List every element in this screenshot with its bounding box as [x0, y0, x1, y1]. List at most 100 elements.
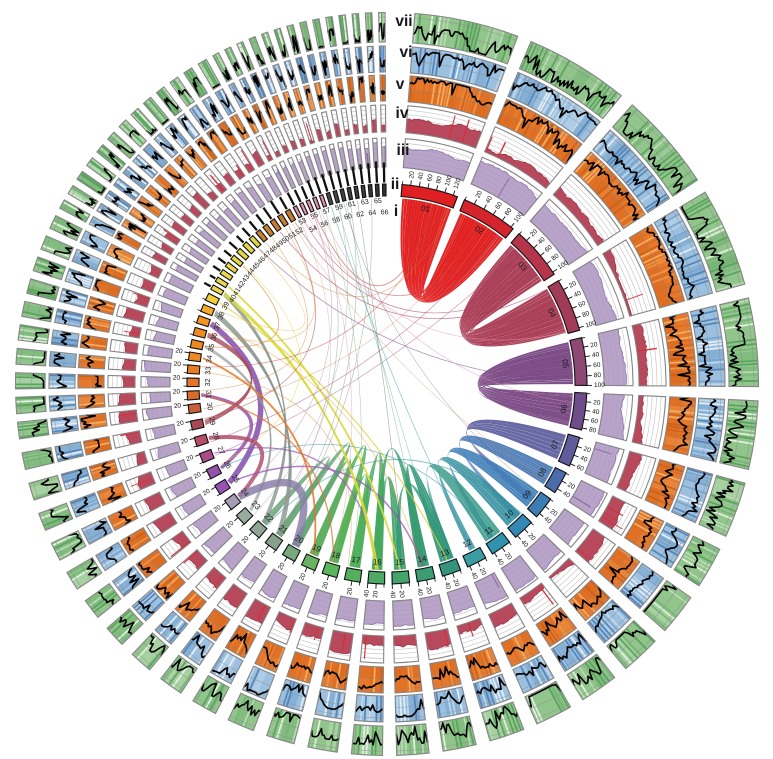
svg-text:20: 20 [193, 471, 203, 481]
svg-text:40: 40 [485, 195, 495, 205]
svg-text:20: 20 [213, 504, 223, 514]
svg-text:40: 40 [469, 571, 478, 581]
svg-text:35: 35 [206, 343, 216, 353]
svg-text:61: 61 [347, 201, 356, 209]
svg-text:66: 66 [381, 209, 389, 216]
svg-text:19: 19 [311, 542, 323, 554]
svg-text:20: 20 [527, 532, 537, 542]
svg-text:40: 40 [443, 581, 452, 590]
svg-text:40: 40 [363, 589, 371, 597]
svg-text:20: 20 [372, 590, 379, 598]
svg-text:37: 37 [211, 321, 222, 331]
svg-text:17: 17 [351, 555, 362, 566]
svg-text:20: 20 [258, 549, 268, 559]
svg-text:40: 40 [495, 557, 505, 567]
svg-text:20: 20 [175, 347, 184, 355]
svg-text:20: 20 [346, 587, 354, 596]
svg-text:65: 65 [374, 198, 382, 205]
svg-text:44: 44 [246, 267, 256, 278]
svg-text:20: 20 [503, 551, 513, 561]
svg-text:20: 20 [241, 535, 251, 545]
svg-text:20: 20 [321, 581, 330, 590]
svg-text:18: 18 [330, 550, 342, 561]
svg-text:80: 80 [550, 252, 560, 262]
svg-text:20: 20 [180, 437, 189, 446]
svg-text:32: 32 [203, 378, 212, 386]
svg-text:40: 40 [519, 539, 529, 549]
svg-text:42: 42 [237, 280, 247, 290]
svg-text:80: 80 [504, 207, 514, 217]
svg-text:20: 20 [174, 402, 182, 410]
svg-text:49: 49 [275, 240, 286, 250]
svg-text:20: 20 [398, 590, 406, 598]
svg-text:53: 53 [298, 217, 308, 227]
svg-text:v: v [396, 76, 405, 93]
svg-text:60: 60 [344, 213, 353, 222]
svg-text:20: 20 [593, 399, 601, 407]
svg-text:20: 20 [173, 375, 181, 382]
svg-text:100: 100 [585, 320, 598, 330]
svg-text:20: 20 [408, 171, 416, 179]
svg-text:40: 40 [417, 172, 425, 181]
svg-text:31: 31 [204, 390, 213, 398]
svg-text:58: 58 [332, 216, 342, 225]
svg-text:25: 25 [230, 473, 242, 485]
svg-text:40: 40 [543, 515, 553, 525]
svg-text:38: 38 [215, 310, 226, 321]
svg-text:52: 52 [295, 227, 305, 237]
svg-text:56: 56 [320, 220, 330, 229]
svg-text:39: 39 [220, 300, 232, 311]
svg-text:40: 40 [579, 455, 589, 464]
svg-text:120: 120 [452, 177, 462, 190]
svg-text:54: 54 [309, 225, 319, 235]
svg-text:28: 28 [211, 431, 222, 441]
svg-text:80: 80 [594, 372, 602, 379]
svg-text:100: 100 [444, 174, 454, 187]
svg-text:20: 20 [478, 567, 488, 577]
svg-text:20: 20 [225, 520, 235, 530]
svg-text:20: 20 [185, 454, 195, 463]
svg-text:24: 24 [239, 486, 251, 498]
svg-text:20: 20 [173, 389, 181, 396]
svg-text:51: 51 [288, 231, 298, 241]
svg-text:20: 20 [298, 572, 307, 582]
svg-text:20: 20 [202, 488, 212, 498]
svg-text:40: 40 [573, 290, 583, 300]
svg-text:20: 20 [176, 420, 185, 428]
svg-text:100: 100 [594, 382, 605, 389]
svg-text:43: 43 [241, 274, 251, 285]
svg-text:33: 33 [203, 366, 213, 375]
svg-text:ii: ii [391, 176, 400, 193]
svg-text:60: 60 [577, 300, 587, 309]
svg-text:20: 20 [424, 586, 432, 595]
svg-text:05: 05 [560, 359, 570, 369]
svg-text:20: 20 [474, 190, 484, 200]
svg-text:40: 40 [592, 351, 601, 359]
svg-text:06: 06 [559, 403, 569, 414]
svg-text:01: 01 [420, 203, 431, 214]
svg-text:48: 48 [268, 245, 279, 255]
svg-text:47: 47 [262, 250, 273, 261]
svg-text:80: 80 [588, 426, 597, 435]
svg-text:30: 30 [205, 402, 215, 411]
svg-text:40: 40 [537, 236, 547, 246]
svg-text:vi: vi [400, 44, 413, 61]
svg-text:iii: iii [397, 142, 410, 159]
svg-text:59: 59 [335, 203, 344, 212]
svg-text:i: i [394, 203, 398, 220]
svg-text:20: 20 [529, 228, 539, 238]
svg-text:36: 36 [208, 332, 219, 342]
svg-text:04: 04 [546, 307, 558, 319]
svg-text:20: 20 [566, 482, 576, 492]
svg-text:20: 20 [549, 508, 559, 518]
svg-text:60: 60 [494, 201, 504, 211]
svg-text:40: 40 [389, 591, 396, 599]
svg-text:60: 60 [544, 244, 554, 254]
svg-text:40: 40 [228, 294, 238, 304]
svg-text:29: 29 [207, 416, 217, 426]
svg-text:60: 60 [426, 173, 434, 182]
svg-text:40: 40 [561, 490, 571, 500]
svg-text:15: 15 [395, 557, 405, 567]
svg-text:80: 80 [435, 175, 444, 184]
svg-text:20: 20 [277, 561, 287, 571]
